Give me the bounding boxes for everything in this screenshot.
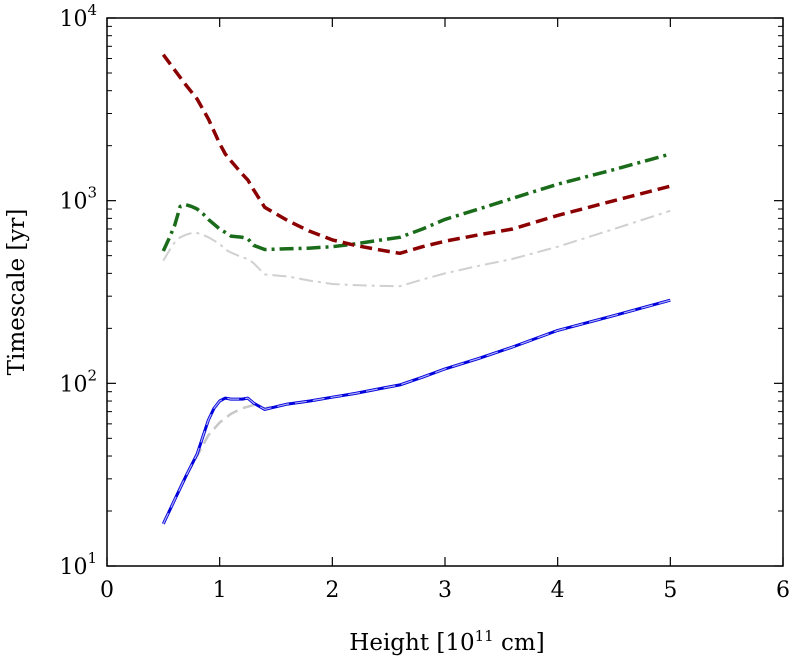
y-tick-label-exponent: 2 [87,366,97,384]
y-tick-label: 103 [59,184,97,215]
series-line-4 [162,298,671,525]
x-tick-label: 0 [100,578,114,603]
series-line-5 [161,298,671,525]
x-tick-label: 6 [776,578,790,603]
x-tick-labels: 0 1 2 3 4 5 6 [100,578,790,603]
y-axis-title: Timescale [yr] [4,209,30,376]
y-tick-label-base: 10 [59,190,87,215]
series-line-3 [161,53,671,256]
x-axis-title-base: Height [10 [349,630,474,656]
y-tick-label-exponent: 3 [87,184,97,202]
x-tick-label: 5 [663,578,677,603]
plot-frame [106,17,784,567]
series-line-2 [161,152,671,252]
x-axis-title-exponent: 11 [475,627,494,645]
x-tick-label: 3 [438,578,452,603]
y-tick-label-base: 10 [59,7,87,32]
y-tick-label-exponent: 4 [87,1,97,19]
x-axis-title-tail: cm] [494,630,545,656]
y-tick-label-exponent: 1 [87,549,97,567]
x-tick-label: 4 [551,578,565,603]
series-line-1 [162,209,671,288]
y-tick-label: 104 [59,1,97,32]
y-tick-label-base: 10 [59,555,87,580]
tick-layer [106,17,784,567]
y-tick-label: 102 [59,366,97,397]
y-tick-label-base: 10 [59,372,87,397]
y-tick-label: 101 [59,549,97,580]
series-line-6 [162,299,671,525]
x-axis-title: Height [1011 cm] [349,627,544,656]
x-tick-label: 2 [325,578,339,603]
series-layer [161,53,671,525]
x-tick-label: 1 [213,578,227,603]
